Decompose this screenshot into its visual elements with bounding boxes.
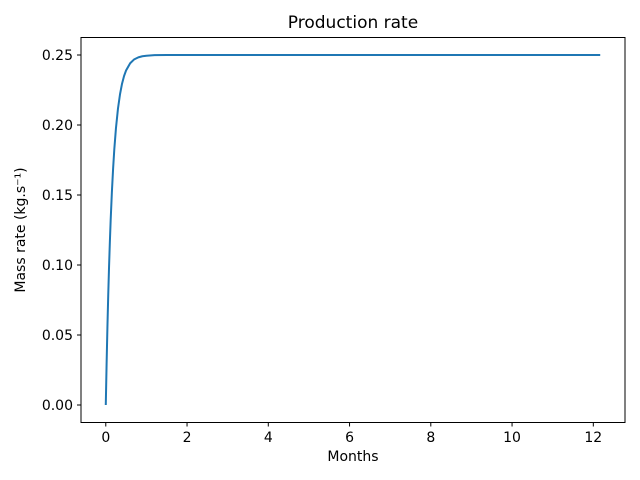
y-tick-label: 0.20 [42,118,73,134]
axes-frame [80,37,626,423]
x-axis-label: Months [327,449,379,465]
y-tick-label: 0.10 [42,258,73,274]
series-line-mass-rate [104,54,601,406]
chart-title: Production rate [287,13,419,33]
y-axis-label: Mass rate (kg.s⁻¹) [13,167,29,293]
x-tick-label: 0 [101,430,110,446]
x-tick-label: 4 [264,430,273,446]
y-tick-label: 0.00 [42,398,73,414]
x-tick-label: 8 [426,430,435,446]
x-tick-label: 6 [345,430,354,446]
y-tick-label: 0.05 [42,328,73,344]
x-tick-label: 12 [584,430,602,446]
x-tick-label: 10 [503,430,521,446]
x-tick-label: 2 [183,430,192,446]
y-tick-label: 0.25 [42,48,73,64]
y-tick-label: 0.15 [42,188,73,204]
